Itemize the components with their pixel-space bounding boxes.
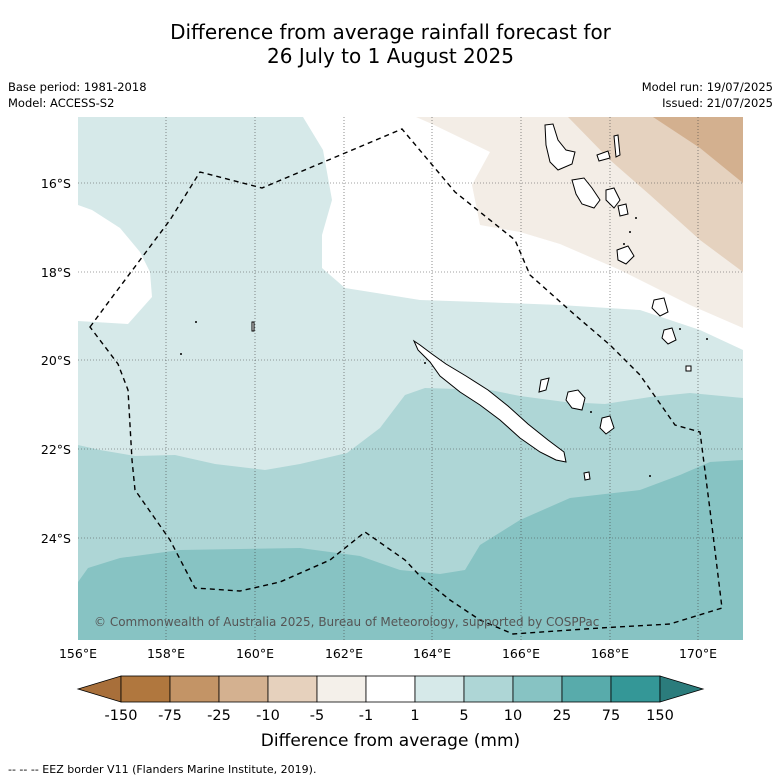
colorbar-label: -10 [256, 708, 280, 724]
colorbar-label: 75 [602, 708, 620, 724]
colorbar-label: -75 [158, 708, 182, 724]
colorbar-extend-high [659, 675, 705, 703]
colorbar-bin [414, 675, 465, 703]
colorbar-label: 25 [553, 708, 571, 724]
island-epi [617, 203, 629, 217]
colorbar-label: 5 [459, 708, 468, 724]
lon-label: 170°E [679, 646, 717, 661]
colorbar-title: Difference from average (mm) [260, 731, 521, 751]
band-10-to-25 [78, 460, 743, 640]
colorbar-bin [169, 675, 220, 703]
lat-label: 22°S [41, 442, 71, 457]
band-minus10-to-minus25 [653, 117, 743, 183]
colorbar-labels: -150 -75 -25 -10 -5 -1 1 5 10 25 75 150 [105, 708, 674, 724]
eez-border [89, 128, 723, 635]
island-isle-of-pines [583, 471, 591, 481]
colorbar-bin [365, 675, 416, 703]
model-name: Model: ACCESS-S2 [8, 96, 115, 110]
lon-label: 160°E [236, 646, 274, 661]
colorbar-bin [463, 675, 514, 703]
longitude-labels: 156°E 158°E 160°E 162°E 164°E 166°E 168°… [59, 646, 717, 661]
colorbar-label: -5 [310, 708, 324, 724]
colorbar-bin [218, 675, 269, 703]
island-ambrym [605, 187, 621, 209]
colorbar-label: 10 [504, 708, 522, 724]
colorbar [76, 675, 705, 703]
chart-title-line1: Difference from average rainfall forecas… [170, 20, 611, 44]
colorbar-bin [316, 675, 367, 703]
island-chesterfield [251, 321, 255, 332]
lon-label: 164°E [413, 646, 451, 661]
colorbar-bin [267, 675, 318, 703]
colorbar-bin [120, 675, 171, 703]
island-espiritu-santo [544, 123, 576, 171]
island-mare [599, 415, 615, 435]
lon-label: 166°E [502, 646, 540, 661]
lon-label: 162°E [325, 646, 363, 661]
island-pentecost [613, 134, 621, 158]
lat-label: 18°S [41, 265, 71, 280]
colorbar-label: -25 [207, 708, 231, 724]
lat-label: 24°S [41, 531, 71, 546]
colorbar-label: -150 [105, 708, 138, 724]
model-run: Model run: 19/07/2025 [641, 80, 773, 94]
eez-footnote: -- -- -- EEZ border V11 (Flanders Marine… [8, 763, 317, 776]
island-efate [616, 245, 635, 265]
island-ouvea [538, 377, 550, 393]
band-minus5-to-minus10 [568, 117, 743, 272]
island-tanna [661, 327, 677, 345]
small-islets [180, 217, 708, 477]
lon-label: 168°E [591, 646, 629, 661]
island-maewo [596, 150, 611, 162]
island-lifou [565, 389, 586, 411]
copyright-text: © Commonwealth of Australia 2025, Bureau… [94, 615, 599, 629]
band-neutral-west [78, 205, 152, 324]
colorbar-extend-low [76, 675, 122, 703]
latitude-labels: 16°S 18°S 20°S 22°S 24°S [41, 176, 71, 546]
chart-title-line2: 26 July to 1 August 2025 [267, 44, 514, 68]
graticule [78, 117, 743, 640]
coastlines [251, 123, 692, 481]
colorbar-bin [561, 675, 612, 703]
base-period: Base period: 1981-2018 [8, 80, 147, 94]
lon-label: 158°E [147, 646, 185, 661]
rainfall-anomaly-map: © Commonwealth of Australia 2025, Bureau… [78, 117, 743, 640]
issued-date: Issued: 21/07/2025 [662, 96, 773, 110]
new-caledonia-island [412, 339, 567, 463]
lat-label: 20°S [41, 353, 71, 368]
colorbar-label: 150 [646, 708, 674, 724]
lat-label: 16°S [41, 176, 71, 191]
colorbar-label: 1 [410, 708, 419, 724]
colorbar-bin [512, 675, 563, 703]
colorbar-bin [610, 675, 661, 703]
island-erromango [651, 297, 669, 317]
island-aneityum [685, 365, 692, 372]
colorbar-label: -1 [359, 708, 373, 724]
island-malekula [571, 177, 601, 209]
lon-label: 156°E [59, 646, 97, 661]
